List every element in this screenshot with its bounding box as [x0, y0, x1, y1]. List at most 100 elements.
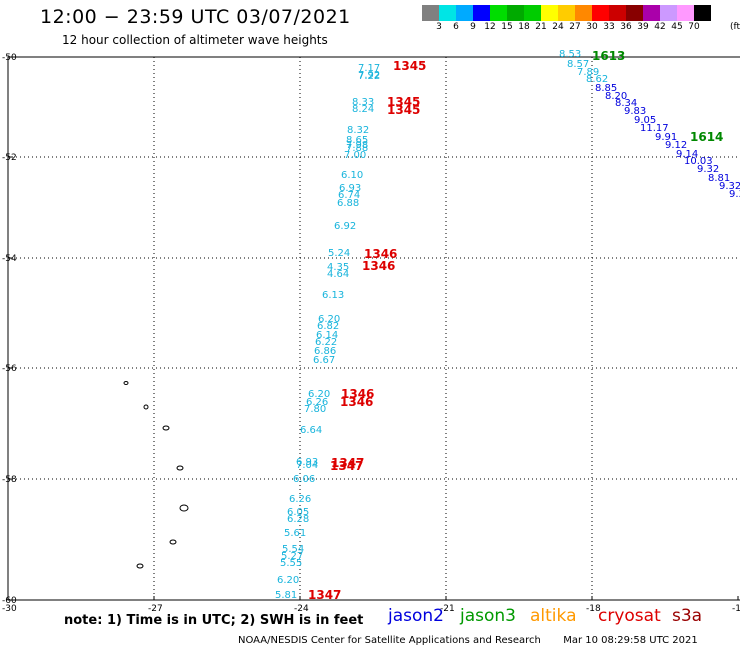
wave-height-value: 5.61	[284, 528, 306, 539]
island-outline	[162, 425, 170, 431]
wave-height-value: 9.32	[719, 181, 740, 192]
color-scale-label: 70	[688, 22, 700, 32]
wave-height-value: 5.27	[281, 551, 303, 562]
page-subtitle: 12 hour collection of altimeter wave hei…	[62, 33, 328, 47]
wave-height-value: 8.33	[352, 97, 374, 108]
wave-height-value: 5.81	[275, 590, 297, 601]
wave-height-value: 6.28	[287, 514, 309, 525]
wave-height-value: 7.17	[358, 63, 380, 74]
page-title: 12:00 − 23:59 UTC 03/07/2021	[40, 6, 351, 28]
longitude-label: -30	[2, 604, 17, 614]
satellite-legend-altika: altika	[530, 606, 577, 626]
wave-height-value: 8.81	[708, 173, 730, 184]
wave-height-value: 8.65	[346, 135, 368, 146]
timestamp-text: Mar 10 08:29:58 UTC 2021	[563, 635, 698, 646]
color-swatch	[507, 5, 524, 21]
footer-credit: NOAA/NESDIS Center for Satellite Applica…	[238, 635, 698, 646]
color-swatch	[626, 5, 643, 21]
wave-height-value: 4.35	[327, 262, 349, 273]
pass-number: 1345	[387, 95, 420, 109]
color-scale-label: 24	[552, 22, 564, 32]
color-scale-label: 6	[453, 22, 459, 32]
color-swatch	[677, 5, 694, 21]
wave-height-value: 6.26	[306, 397, 328, 408]
wave-height-value: 8.20	[605, 91, 627, 102]
color-scale-label: 12	[484, 22, 496, 32]
pass-number: 1346	[340, 395, 373, 409]
island-outline	[179, 504, 189, 512]
pass-number: 1345	[393, 59, 426, 73]
color-swatch	[422, 5, 439, 21]
wave-height-value: 9.32	[697, 164, 719, 175]
wave-height-value: 10.03	[684, 156, 713, 167]
latitude-label: -54	[2, 254, 17, 264]
pass-number: 1346	[341, 387, 374, 401]
map-frame	[7, 56, 740, 601]
color-swatch	[592, 5, 609, 21]
color-swatch	[439, 5, 456, 21]
color-swatch	[694, 5, 711, 21]
wave-height-value: 8.34	[615, 98, 637, 109]
color-swatch	[456, 5, 473, 21]
wave-height-value: 6.20	[308, 389, 330, 400]
wave-height-value: 9.14	[676, 149, 698, 160]
latitude-label: -60	[2, 596, 17, 606]
satellite-legend-jason3: jason3	[460, 606, 516, 626]
wave-height-value: 7.80	[304, 404, 326, 415]
wave-height-value: 5.54	[282, 544, 304, 555]
wave-height-value: 6.88	[337, 198, 359, 209]
wave-height-value: 7.22	[358, 71, 380, 82]
satellite-legend-s3a: s3a	[672, 606, 703, 626]
longitude-label: -24	[294, 604, 309, 614]
color-swatch	[609, 5, 626, 21]
wave-height-value: 8.53	[559, 49, 581, 60]
color-scale-bar	[422, 5, 711, 21]
color-swatch	[575, 5, 592, 21]
wave-height-value: 4.64	[327, 269, 349, 280]
color-scale-label: 9	[470, 22, 476, 32]
latitude-label: -56	[2, 364, 17, 374]
wave-height-value: 6.13	[322, 290, 344, 301]
pass-number: 1346	[364, 247, 397, 261]
wave-height-value: 6.92	[334, 221, 356, 232]
wave-height-value: 6.86	[314, 346, 336, 357]
wave-height-value: 6.93	[296, 457, 318, 468]
wave-height-value: 7.92	[358, 70, 380, 81]
color-scale-label: 18	[518, 22, 530, 32]
color-swatch	[541, 5, 558, 21]
island-outline	[136, 563, 144, 569]
wave-height-value: 6.05	[287, 507, 309, 518]
pass-number: 1346	[362, 259, 395, 273]
wave-height-value: 6.82	[317, 321, 339, 332]
color-scale-label: 45	[671, 22, 683, 32]
color-swatch	[490, 5, 507, 21]
pass-number: 1347	[330, 459, 363, 473]
wave-height-value: 7.89	[577, 67, 599, 78]
wave-height-value: 6.10	[341, 170, 363, 181]
color-swatch	[473, 5, 490, 21]
color-scale-label: 27	[569, 22, 581, 32]
wave-height-value: 7.00	[344, 150, 366, 161]
longitude-label: -18	[586, 604, 601, 614]
wave-height-value: 6.20	[318, 314, 340, 325]
wave-height-value: 5.24	[328, 248, 350, 259]
pass-number: 1347	[331, 456, 364, 470]
wave-height-value: 7.98	[346, 140, 368, 151]
satellite-legend-jason2: jason2	[388, 606, 444, 626]
wave-height-value: 9.3	[729, 189, 740, 200]
island-outline	[143, 404, 149, 410]
wave-height-value: 9.12	[665, 140, 687, 151]
wave-height-value: 5.55	[280, 558, 302, 569]
wave-height-value: 6.14	[316, 330, 338, 341]
wave-height-value: 6.06	[293, 474, 315, 485]
wave-height-value: 6.74	[338, 190, 360, 201]
wave-height-value: 8.85	[595, 83, 617, 94]
island-outline	[169, 539, 177, 545]
longitude-label: -15	[732, 604, 740, 614]
satellite-legend-cryosat: cryosat	[598, 606, 661, 626]
wave-height-value: 11.17	[640, 123, 669, 134]
color-scale-label: 21	[535, 22, 547, 32]
pass-number: 1345	[387, 103, 420, 117]
wave-height-value: 7.04	[296, 460, 318, 471]
